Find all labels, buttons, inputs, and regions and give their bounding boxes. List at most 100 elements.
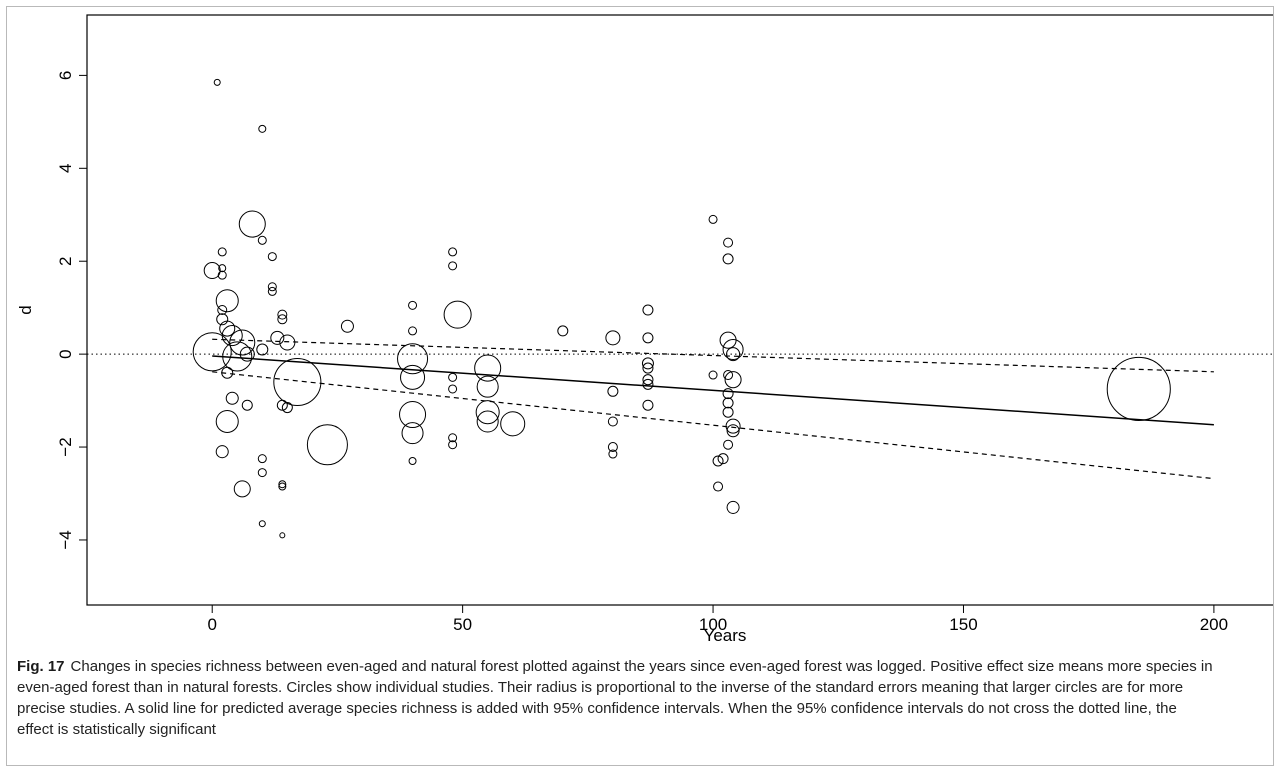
study-point bbox=[642, 399, 654, 411]
y-tick-label: −2 bbox=[56, 437, 75, 456]
study-points bbox=[192, 78, 1171, 539]
study-point bbox=[605, 330, 621, 346]
study-point bbox=[340, 319, 354, 333]
y-tick-label: 2 bbox=[56, 256, 75, 265]
study-point bbox=[500, 411, 526, 437]
study-point bbox=[708, 370, 718, 380]
study-point bbox=[708, 214, 718, 224]
study-point bbox=[276, 399, 288, 411]
study-point bbox=[474, 354, 502, 382]
study-point bbox=[278, 480, 287, 489]
study-point bbox=[719, 331, 737, 349]
y-tick-label: 4 bbox=[56, 164, 75, 173]
study-point bbox=[233, 480, 251, 498]
study-point bbox=[726, 347, 741, 362]
study-point bbox=[1106, 356, 1171, 422]
x-tick-label: 50 bbox=[453, 615, 472, 634]
study-point bbox=[270, 330, 285, 345]
study-point bbox=[408, 326, 418, 336]
study-point bbox=[306, 424, 348, 466]
x-tick-label: 100 bbox=[699, 615, 727, 634]
x-tick-label: 150 bbox=[949, 615, 977, 634]
study-point bbox=[267, 282, 277, 292]
study-point bbox=[257, 468, 267, 478]
study-point bbox=[642, 374, 654, 386]
study-point bbox=[725, 418, 741, 434]
study-point bbox=[192, 332, 232, 372]
study-point bbox=[642, 378, 654, 390]
study-point bbox=[218, 264, 227, 273]
study-point bbox=[723, 370, 734, 381]
study-point bbox=[215, 409, 239, 434]
study-point bbox=[726, 500, 740, 514]
study-point bbox=[712, 455, 724, 467]
study-point bbox=[229, 329, 256, 356]
study-point bbox=[476, 410, 499, 433]
study-point bbox=[723, 237, 734, 248]
study-point bbox=[397, 343, 429, 375]
study-point bbox=[448, 440, 458, 450]
study-point bbox=[278, 482, 287, 491]
study-point bbox=[257, 235, 267, 245]
study-point bbox=[642, 304, 654, 316]
study-point bbox=[217, 304, 228, 316]
study-point bbox=[267, 286, 277, 296]
study-point bbox=[408, 300, 418, 310]
study-point bbox=[273, 357, 322, 407]
study-point bbox=[607, 442, 618, 453]
study-point bbox=[281, 402, 293, 414]
study-point bbox=[267, 252, 277, 262]
x-axis-label: Years bbox=[704, 626, 747, 645]
study-point bbox=[216, 313, 229, 326]
y-tick-label: 0 bbox=[56, 349, 75, 358]
y-tick-label: −4 bbox=[56, 530, 75, 549]
study-point bbox=[726, 424, 740, 438]
study-point bbox=[722, 397, 734, 409]
study-point bbox=[607, 416, 618, 427]
study-point bbox=[225, 391, 239, 405]
study-point bbox=[399, 401, 427, 429]
study-point bbox=[401, 422, 424, 445]
study-point bbox=[448, 261, 458, 271]
study-point bbox=[400, 364, 426, 390]
study-point bbox=[238, 210, 266, 238]
study-point bbox=[241, 399, 253, 411]
study-point bbox=[641, 357, 654, 370]
study-point bbox=[642, 332, 654, 344]
study-point bbox=[215, 289, 239, 313]
scatter-plot: 0 50 100 150 200 −4 −2 0 2 4 6 Years d bbox=[16, 14, 1273, 645]
study-point bbox=[448, 433, 458, 443]
study-point bbox=[277, 314, 288, 325]
study-point bbox=[443, 300, 472, 329]
study-point bbox=[557, 325, 569, 337]
study-point bbox=[448, 247, 458, 257]
study-point bbox=[607, 385, 619, 397]
x-tick-label: 200 bbox=[1200, 615, 1228, 634]
study-point bbox=[608, 449, 618, 459]
y-tick-label: 6 bbox=[56, 71, 75, 80]
study-point bbox=[717, 453, 729, 465]
study-point bbox=[258, 124, 267, 133]
y-axis-label: d bbox=[16, 305, 35, 314]
study-point bbox=[724, 371, 742, 389]
study-point bbox=[256, 343, 269, 356]
study-point bbox=[217, 247, 227, 257]
y-axis: −4 −2 0 2 4 6 bbox=[56, 71, 87, 550]
study-point bbox=[476, 375, 499, 398]
study-point bbox=[219, 320, 236, 337]
study-point bbox=[217, 270, 227, 280]
ci-lower-line bbox=[212, 371, 1214, 480]
study-point bbox=[279, 532, 286, 539]
plot-frame bbox=[86, 14, 1273, 606]
figure-label: Fig. 17 bbox=[17, 658, 65, 675]
study-point bbox=[448, 372, 458, 382]
study-point bbox=[448, 384, 458, 394]
study-point bbox=[722, 338, 744, 361]
study-point bbox=[723, 439, 734, 450]
study-point bbox=[722, 406, 734, 418]
study-point bbox=[642, 362, 654, 374]
study-point bbox=[215, 445, 229, 459]
study-point bbox=[213, 78, 221, 86]
study-point bbox=[257, 454, 267, 464]
study-point bbox=[203, 261, 221, 280]
